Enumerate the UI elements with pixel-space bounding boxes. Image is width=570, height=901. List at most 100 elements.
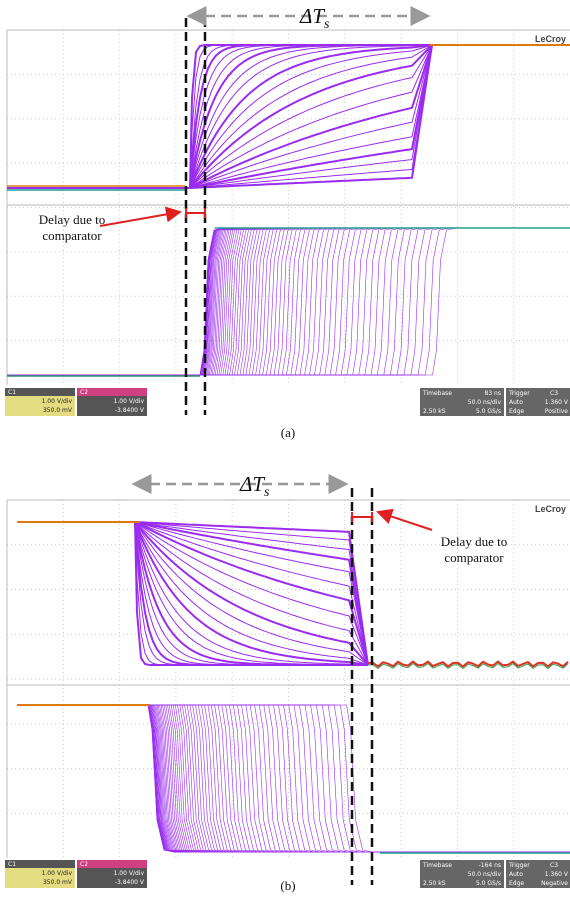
- trace: [17, 705, 570, 852]
- scope-brand: LeCroy: [535, 504, 566, 514]
- delay-arrow: [378, 512, 432, 530]
- delta-label: ΔTs: [299, 4, 330, 32]
- timebase-rate: 5.0 GS/s: [476, 880, 501, 887]
- trigger-slope: Negative: [541, 880, 568, 887]
- trace: [17, 705, 570, 852]
- trigger-level: 1.360 V: [545, 399, 569, 406]
- delta-symbol: ΔT: [299, 4, 325, 28]
- timebase-delay: -164 ns: [479, 862, 501, 869]
- trace: [17, 705, 570, 852]
- trace: [17, 705, 570, 852]
- trace: [17, 705, 570, 852]
- trace: [17, 705, 570, 852]
- trace: [17, 705, 570, 852]
- ch1-scale: 1.00 V/div: [42, 398, 73, 405]
- trigger-mode: Auto: [509, 399, 523, 406]
- trace: [17, 705, 570, 852]
- trigger-slope: Positive: [545, 408, 568, 415]
- trace: [17, 705, 570, 852]
- trace: [17, 705, 570, 852]
- trace: [17, 705, 570, 852]
- ch1-offset: 350.0 mV: [43, 407, 73, 414]
- trigger-level: 1.360 V: [545, 871, 569, 878]
- trace: [17, 705, 570, 852]
- trace: [17, 705, 570, 852]
- trace: [17, 705, 570, 852]
- trace: [17, 705, 570, 852]
- trace: [17, 705, 570, 852]
- trace: [17, 705, 570, 852]
- trace: [17, 705, 570, 852]
- trace: [17, 705, 570, 852]
- trace: [17, 705, 570, 852]
- timebase-samples: 2.50 kS: [423, 880, 446, 887]
- delay-arrow: [100, 212, 180, 226]
- trigger-mode: Auto: [509, 871, 523, 878]
- trace: [17, 705, 570, 852]
- ch2-scale: 1.00 V/div: [114, 398, 145, 405]
- trace: [17, 705, 570, 852]
- trace: [17, 705, 570, 852]
- ch2-offset: -3.8400 V: [115, 879, 145, 886]
- ch2-scale: 1.00 V/div: [114, 870, 145, 877]
- trace: [17, 705, 570, 852]
- trace: [17, 705, 570, 852]
- delay-label: Delay due to: [39, 212, 105, 227]
- delay-label: Delay due to: [441, 534, 507, 549]
- trace: [17, 705, 570, 852]
- trace: [17, 705, 570, 852]
- timebase-label: Timebase: [422, 862, 452, 869]
- delta-label: ΔTs: [239, 472, 270, 500]
- timebase-label: Timebase: [422, 390, 452, 397]
- trace: [17, 705, 570, 852]
- timebase-rate: 5.0 GS/s: [476, 408, 501, 415]
- timebase-delay: 83 ns: [485, 390, 501, 397]
- trace: [17, 705, 570, 852]
- trace: [17, 705, 570, 852]
- trigger-type: Edge: [509, 408, 524, 415]
- timebase-div: 50.0 ns/div: [468, 399, 502, 406]
- scope-brand: LeCroy: [535, 34, 566, 44]
- ch1-name: C1: [8, 389, 16, 396]
- timebase-div: 50.0 ns/div: [468, 871, 502, 878]
- trace: [17, 705, 570, 852]
- trigger-channel: C3: [550, 862, 558, 869]
- ch2-name: C2: [80, 861, 88, 868]
- ch1-scale: 1.00 V/div: [42, 870, 73, 877]
- trace: [17, 705, 570, 852]
- trace: [17, 705, 570, 852]
- trace: [17, 705, 570, 852]
- trace: [17, 705, 570, 852]
- delay-label: comparator: [42, 228, 102, 243]
- figure: LeCroyΔTsDelay due tocomparatorC11.00 V/…: [0, 0, 570, 901]
- trigger-channel: C3: [550, 390, 558, 397]
- trace: [17, 705, 570, 852]
- trace: [17, 705, 570, 852]
- ch2-offset: -3.8400 V: [115, 407, 145, 414]
- trace: [17, 705, 570, 852]
- trigger-type: Edge: [509, 880, 524, 887]
- panel-label: (a): [281, 425, 295, 440]
- trace: [17, 705, 570, 852]
- trace: [17, 705, 570, 852]
- delta-symbol: ΔT: [239, 472, 265, 496]
- panel-label: (b): [280, 878, 295, 893]
- trace: [17, 705, 570, 852]
- trace-noise: [368, 664, 568, 669]
- delta-subscript: s: [264, 485, 270, 500]
- trace: [17, 705, 570, 852]
- trace: [17, 705, 570, 852]
- trace: [17, 705, 570, 852]
- trace: [17, 705, 570, 852]
- trace: [17, 522, 368, 665]
- trace: [17, 705, 570, 852]
- trace: [17, 705, 570, 852]
- trace: [17, 705, 570, 852]
- trace: [17, 705, 570, 852]
- trigger-label: Trigger: [508, 862, 530, 869]
- trace: [17, 705, 570, 852]
- delay-label: comparator: [444, 550, 504, 565]
- trace: [17, 705, 570, 852]
